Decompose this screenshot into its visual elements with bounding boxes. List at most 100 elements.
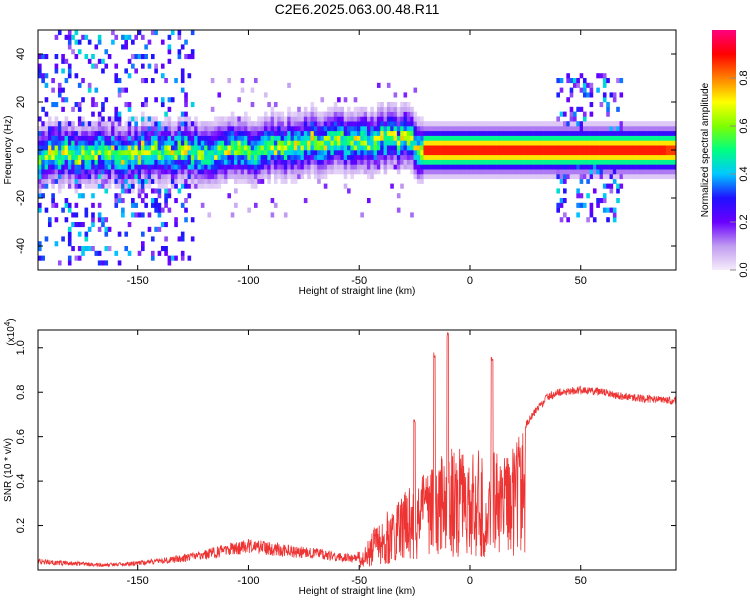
spectrogram-cell — [443, 169, 448, 175]
spectrogram-cell — [639, 159, 644, 165]
spectrogram-cell — [101, 121, 105, 127]
spectrogram-cell — [383, 169, 388, 175]
spectrogram-cell — [636, 126, 640, 132]
spectrogram-cell — [360, 135, 364, 141]
spectrogram-cell — [476, 126, 481, 132]
spectrogram-cell — [403, 135, 408, 141]
spectrogram-cell — [131, 54, 135, 60]
spectrogram-cell — [476, 174, 481, 180]
spectrogram-cell — [91, 102, 95, 108]
spectrogram-cell — [51, 154, 55, 160]
spectrogram-cell — [194, 116, 198, 122]
spectrogram-cell — [64, 198, 69, 204]
spectrogram-cell — [483, 121, 487, 127]
spectrogram-cell — [317, 116, 321, 122]
spectrogram-cell — [556, 121, 560, 127]
spectrogram-cell — [280, 126, 285, 132]
spectrogram-cell — [376, 111, 381, 117]
spectrogram-cell — [320, 135, 325, 141]
spectrogram-cell — [47, 159, 52, 165]
spectrogram-cell — [652, 164, 657, 170]
spectrogram-cell — [157, 145, 162, 151]
spectrogram-cell — [273, 116, 278, 122]
spectrogram-cell — [460, 126, 464, 132]
spectrogram-cell — [669, 159, 673, 165]
spectrogram-cell — [154, 126, 158, 132]
spectrogram-cell — [250, 178, 255, 184]
spectrogram-cell — [267, 135, 271, 141]
spectrogram-cell — [576, 212, 580, 218]
spectrogram-cell — [210, 150, 215, 156]
spectrogram-cell — [197, 178, 202, 184]
spectrogram-cell — [134, 34, 138, 40]
spectrogram-cell — [666, 159, 670, 165]
spectrogram-cell — [273, 130, 278, 136]
spectrogram-cell — [283, 169, 288, 175]
spectrogram-cell — [619, 78, 624, 84]
spectrogram-cell — [177, 116, 182, 122]
spectrogram-cell — [91, 97, 95, 103]
spectrogram-cell — [177, 188, 182, 194]
spectrogram-cell — [67, 30, 72, 36]
spectrogram-cell — [300, 140, 305, 146]
spectrogram-cell — [184, 154, 188, 160]
spectrogram-cell — [366, 135, 371, 141]
spectrogram-cell — [167, 116, 172, 122]
spectrogram-cell — [94, 154, 99, 160]
spectrogram-cell — [160, 183, 165, 189]
spectrogram-cell — [582, 140, 587, 146]
spectrogram-cell — [320, 116, 325, 122]
colorbar: 0.00.20.40.60.8 Normalized spectral ampl… — [700, 30, 750, 278]
spectrogram-cell — [227, 121, 232, 127]
spectrogram-cell — [606, 150, 610, 156]
spectrogram-cell — [67, 202, 72, 208]
spectrogram-cell — [114, 159, 119, 165]
spectrogram-cell — [383, 116, 388, 122]
spectrogram-cell — [390, 111, 394, 117]
spectrogram-cell — [386, 140, 391, 146]
spectrogram-cell — [51, 150, 55, 156]
spectrogram-cell — [124, 140, 129, 146]
spectrogram-cell — [47, 154, 52, 160]
spectrogram-cell — [38, 135, 42, 141]
spectrogram-cell — [333, 116, 338, 122]
spectrogram-cell — [602, 135, 607, 141]
spectrogram-cell — [114, 154, 119, 160]
spectrogram-cell — [303, 164, 308, 170]
spectrogram-cell — [170, 154, 175, 160]
spectrogram-cell — [84, 164, 89, 170]
spectrogram-cell — [84, 212, 89, 218]
spectrogram-cell — [141, 78, 145, 84]
spectrogram-cell — [363, 140, 368, 146]
spectrogram-cell — [224, 178, 228, 184]
spectrogram-cell — [313, 130, 318, 136]
spectrogram-cell — [629, 121, 634, 127]
spectrogram-cell — [313, 164, 318, 170]
spectrogram-cell — [224, 145, 228, 151]
spectrogram-cell — [543, 135, 547, 141]
spectrogram-cell — [104, 164, 109, 170]
spectrogram-cell — [164, 236, 168, 242]
spectrogram-cell — [563, 150, 567, 156]
spectrogram-cell — [370, 126, 374, 132]
spectrogram-cell — [303, 145, 308, 151]
spectrogram-cell — [340, 150, 345, 156]
spectrogram-cell — [606, 106, 610, 112]
spectrogram-cell — [337, 159, 341, 165]
spectrogram-cell — [207, 169, 212, 175]
spectrogram-cell — [393, 126, 398, 132]
spectrogram-cell — [180, 87, 185, 93]
spectrogram-cell — [154, 97, 158, 103]
spectrogram-cell — [486, 164, 491, 170]
spectrogram-cell — [343, 111, 348, 117]
spectrogram-cell — [579, 169, 584, 175]
spectrogram-cell — [546, 159, 551, 165]
spectrogram-cell — [67, 159, 72, 165]
spectrogram-cell — [104, 183, 109, 189]
spectrogram-cell — [277, 111, 281, 117]
spectrogram-cell — [553, 174, 557, 180]
spectrogram-cell — [426, 164, 431, 170]
spectrogram-cell — [626, 164, 630, 170]
spectrogram-cell — [486, 174, 491, 180]
spectrogram-cell — [639, 130, 644, 136]
